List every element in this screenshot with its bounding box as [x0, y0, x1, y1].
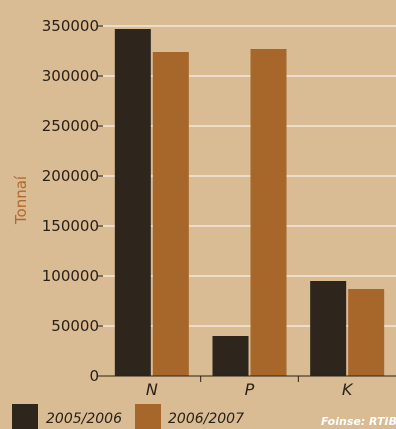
y-tick-label: 50000	[51, 317, 99, 335]
legend-label-2006-2007: 2006/2007	[168, 411, 244, 427]
y-tick-label: 150000	[42, 217, 99, 235]
grid-lines	[103, 25, 396, 327]
legend-swatch-2005-2006	[12, 404, 38, 429]
y-tick-label: 200000	[42, 167, 99, 185]
y-tick-label: 350000	[42, 17, 99, 35]
y-tick-label: 300000	[42, 67, 99, 85]
y-tick-label: 250000	[42, 117, 99, 135]
y-tick-label: 100000	[42, 267, 99, 285]
legend-label-2005-2006: 2005/2006	[46, 411, 122, 427]
bar-N-2005-2006	[114, 29, 151, 376]
bar-N-2006-2007	[152, 52, 189, 376]
legend-swatch-2006-2007	[135, 404, 161, 429]
bar-P-2006-2007	[250, 49, 287, 376]
source-note: Foinse: RTIB	[321, 415, 396, 428]
bar-K-2005-2006	[310, 281, 347, 376]
y-axis-label: Tonnaí	[12, 175, 30, 225]
y-axis-ticks: 0 50000 100000 150000 200000 250000 300000 3500…	[42, 17, 103, 385]
legend: 2005/2006 2006/2007	[12, 404, 244, 429]
x-tick-label: K	[342, 380, 354, 399]
bar-K-2006-2007	[348, 289, 385, 376]
x-tick-label: N	[146, 380, 158, 399]
bars-group	[114, 29, 385, 376]
y-tick-label: 0	[89, 367, 99, 385]
x-tick-label: P	[245, 380, 255, 399]
bar-P-2005-2006	[212, 336, 249, 376]
